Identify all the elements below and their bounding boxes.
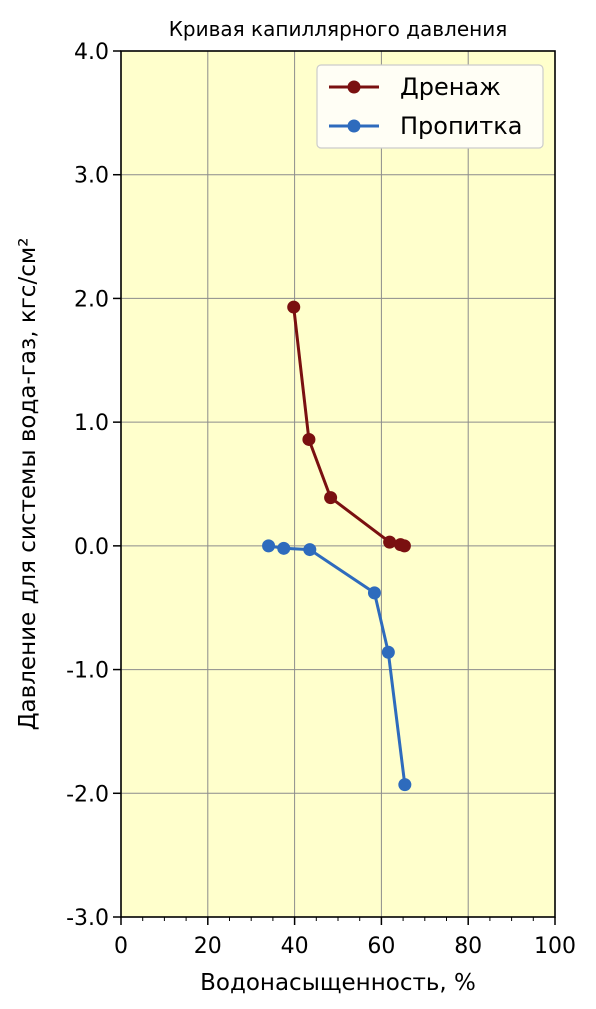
- data-point-imbibition: [398, 778, 412, 792]
- legend-marker-imbibition: [347, 119, 361, 133]
- x-tick-label: 80: [454, 934, 482, 959]
- x-tick-labels: 0 20 40 60 80 100: [114, 934, 576, 959]
- data-point-drainage: [383, 535, 397, 549]
- data-point-imbibition: [262, 539, 276, 553]
- data-point-imbibition: [277, 541, 291, 555]
- y-tick-label: 0.0: [74, 535, 109, 560]
- data-point-imbibition: [303, 543, 317, 557]
- x-tick-label: 20: [194, 934, 222, 959]
- legend-marker-drainage: [347, 80, 361, 94]
- y-tick-label: -3.0: [66, 906, 109, 931]
- legend: Дренаж Пропитка: [316, 64, 544, 149]
- major-ticks: [113, 50, 556, 925]
- legend-label-imbibition: Пропитка: [400, 112, 522, 140]
- x-tick-label: 100: [534, 934, 576, 959]
- plot-area: [121, 51, 555, 917]
- data-point-imbibition: [381, 645, 395, 659]
- data-point-imbibition: [367, 586, 381, 600]
- plot-frame: [120, 50, 556, 918]
- y-tick-label: 2.0: [74, 287, 109, 312]
- data-point-drainage: [397, 539, 411, 553]
- chart-title: Кривая капиллярного давления: [169, 17, 508, 41]
- x-tick-label: 60: [367, 934, 395, 959]
- y-tick-label: 4.0: [74, 40, 109, 65]
- data-point-drainage: [302, 432, 316, 446]
- x-tick-label: 40: [281, 934, 309, 959]
- y-tick-labels: -3.0 -2.0 -1.0 0.0 1.0 2.0 3.0 4.0: [66, 40, 109, 931]
- data-point-drainage: [324, 491, 338, 505]
- y-axis-label: Давление для системы вода-газ, кгс/см²: [15, 238, 41, 731]
- y-tick-label: 3.0: [74, 164, 109, 189]
- data-point-drainage: [287, 300, 301, 314]
- y-tick-label: -2.0: [66, 782, 109, 807]
- x-tick-label: 0: [114, 934, 128, 959]
- legend-label-drainage: Дренаж: [400, 73, 501, 101]
- x-axis-label: Водонасыщенность, %: [200, 970, 476, 996]
- series-layer: [262, 300, 412, 792]
- y-tick-label: 1.0: [74, 411, 109, 436]
- y-tick-label: -1.0: [66, 659, 109, 684]
